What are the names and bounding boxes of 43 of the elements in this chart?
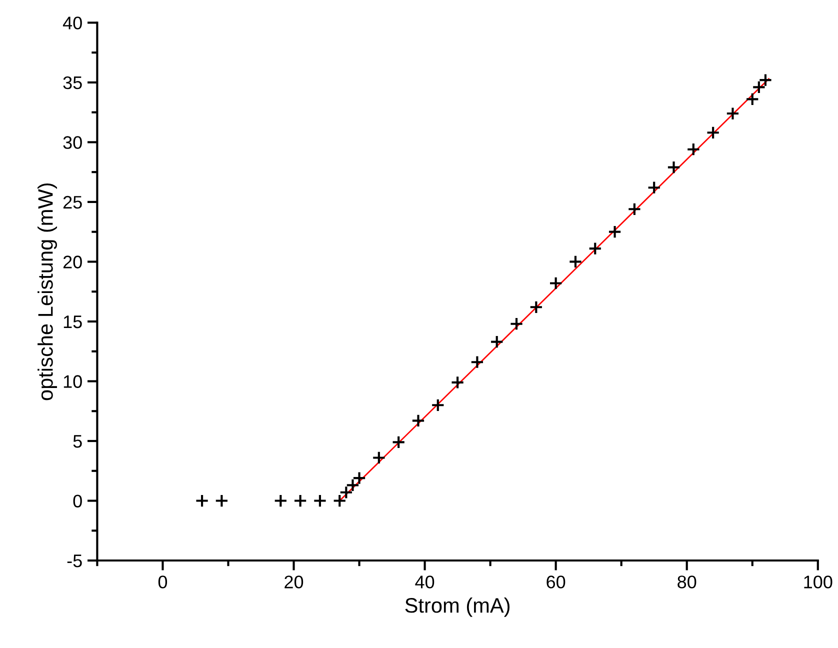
point: [608, 224, 622, 239]
y-tick-label: 30: [63, 136, 82, 149]
point: [510, 317, 524, 331]
x-tick-label: 60: [546, 576, 566, 588]
point: [568, 254, 582, 269]
point: [450, 376, 464, 390]
point: [411, 414, 426, 428]
y-tick-label: 0: [73, 494, 82, 508]
y-tick-label: 35: [63, 76, 82, 90]
x-axis-title: Strom (mA): [405, 597, 510, 617]
point: [490, 334, 504, 349]
point: [431, 398, 445, 412]
y-axis-title: optische Leistung (mW): [38, 183, 57, 400]
point: [470, 355, 484, 369]
point: [726, 106, 740, 120]
point: [529, 300, 544, 314]
point: [548, 276, 563, 290]
point: [274, 494, 288, 508]
y-tick-label: 5: [73, 435, 82, 448]
x-tick-label: 80: [678, 576, 696, 588]
point: [647, 180, 661, 194]
point: [372, 450, 386, 465]
x-tick-label: 40: [415, 576, 434, 588]
point: [686, 142, 700, 156]
point: [313, 494, 327, 508]
point: [628, 202, 642, 216]
x-tick-label: 20: [284, 576, 304, 588]
y-tick-label: 20: [63, 256, 82, 268]
y-tick-label: 40: [62, 16, 82, 30]
y-tick-label: 25: [63, 196, 82, 209]
point: [293, 494, 308, 508]
x-tick-label: 0: [158, 576, 168, 588]
point: [706, 126, 720, 140]
point: [666, 160, 681, 174]
point: [392, 435, 406, 450]
point: [195, 494, 209, 508]
point: [214, 494, 229, 508]
y-tick-label: -5: [67, 554, 82, 568]
y-tick-label: 15: [64, 316, 82, 328]
point: [746, 92, 760, 106]
x-tick-label: 100: [804, 576, 832, 588]
point: [588, 242, 602, 256]
y-tick-label: 10: [64, 375, 82, 388]
